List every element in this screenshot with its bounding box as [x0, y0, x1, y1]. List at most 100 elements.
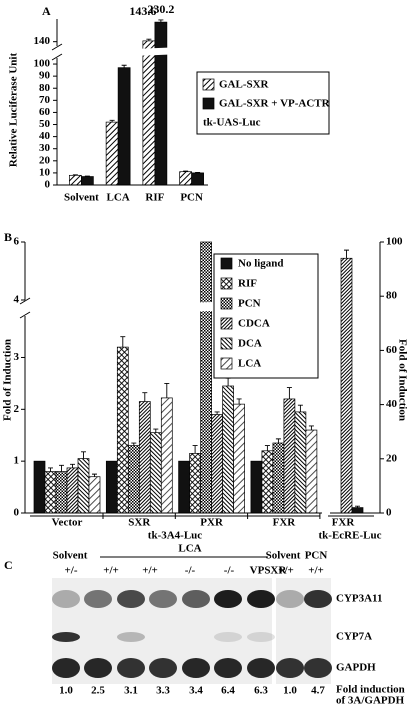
bar	[149, 432, 162, 514]
reporter-label: tk-EcRE-Luc	[319, 530, 382, 542]
error-bar	[297, 404, 303, 412]
bar	[160, 397, 173, 514]
legend-box	[213, 253, 319, 379]
bar	[178, 460, 190, 514]
bar	[154, 21, 168, 186]
error-bar	[70, 463, 75, 468]
bar	[272, 442, 285, 514]
bar	[233, 403, 245, 514]
blot-band	[182, 658, 210, 678]
fold-value: 4.7	[311, 685, 325, 697]
y-tick-label: 60	[39, 106, 51, 118]
error-bar	[81, 451, 86, 459]
legend-swatch	[220, 337, 233, 350]
y2-tick-label: 80	[386, 290, 398, 302]
panel-label: A	[42, 4, 51, 18]
y-axis-label: Relative Luciferase Unit	[8, 53, 20, 168]
bar	[189, 453, 201, 514]
blot-band	[304, 590, 332, 608]
fold-value: 6.3	[254, 685, 268, 697]
blot-band	[247, 658, 275, 678]
error-bar	[131, 442, 137, 446]
blot-band	[84, 590, 112, 608]
legend-label: No ligand	[238, 258, 284, 270]
y-tick-label: 140	[34, 35, 51, 47]
genotype-label: -/-	[224, 565, 235, 577]
axis-break	[51, 43, 63, 61]
break-gap	[26, 302, 213, 317]
bar	[179, 171, 192, 186]
y-tick-label: 4	[14, 294, 20, 306]
bar	[283, 398, 296, 514]
y2-tick-label: 40	[386, 398, 398, 410]
fold-value: 1.0	[59, 685, 73, 697]
y-tick-label: 40	[39, 130, 51, 142]
group-label: Solvent	[53, 550, 88, 562]
error-bar	[225, 377, 231, 386]
blot-band	[117, 590, 145, 608]
fold-value: 3.3	[156, 685, 170, 697]
blot-band	[247, 632, 275, 642]
bar	[55, 471, 68, 514]
y-tick-label: 30	[39, 142, 51, 154]
error-bar	[121, 64, 127, 68]
bar	[222, 385, 234, 514]
blot-band	[182, 590, 210, 608]
y2-axis-label: Fold of Induction	[396, 339, 408, 421]
error-bar	[109, 119, 115, 123]
y-tick-label: 80	[39, 82, 51, 94]
reporter-label: tk-UAS-Luc	[203, 117, 261, 129]
blot-band	[247, 590, 275, 608]
band-label: CYP3A11	[336, 593, 382, 605]
y-tick-label: 0	[14, 507, 20, 519]
blot-band	[276, 658, 304, 678]
y-tick-label: 70	[39, 94, 51, 106]
blot-band	[84, 658, 112, 678]
fold-label: Fold induction	[336, 684, 405, 696]
x-tick-label: PXR	[200, 517, 224, 529]
genotype-label: +/+	[308, 565, 324, 577]
blot-band	[117, 632, 145, 642]
legend-swatch	[220, 317, 233, 330]
legend-label: DCA	[238, 338, 262, 350]
group-label: Solvent	[266, 550, 301, 562]
x-tick-label: FXR	[273, 517, 297, 529]
genotype-label: +/-	[65, 565, 78, 577]
legend-swatch	[220, 257, 233, 270]
bar	[44, 471, 57, 514]
error-bar	[92, 473, 97, 477]
fold-value: 1.0	[283, 685, 297, 697]
blot-band	[52, 590, 80, 608]
bar	[105, 460, 118, 514]
legend-swatch	[202, 78, 215, 91]
error-bar	[236, 398, 242, 405]
panel-label: B	[4, 230, 12, 244]
blot-band	[149, 658, 177, 678]
genotype-label: +/+	[103, 565, 119, 577]
bar	[127, 445, 140, 514]
error-bar	[286, 387, 292, 399]
band-label: CYP7A	[336, 631, 372, 643]
error-bar	[308, 425, 314, 431]
error-bar	[344, 249, 349, 259]
blot-band	[52, 632, 80, 642]
y2-tick-label: 100	[386, 236, 403, 248]
legend-label: CDCA	[238, 318, 270, 330]
panel-label: C	[4, 558, 13, 572]
blot-band	[214, 632, 242, 642]
y2-tick-label: 60	[386, 344, 398, 356]
error-bar	[275, 438, 281, 444]
bar	[117, 67, 131, 186]
y-tick-label: 10	[39, 166, 51, 178]
error-bar	[192, 445, 198, 454]
group-label: tk-3A4-Luc	[148, 530, 203, 542]
bar	[191, 172, 204, 186]
bar	[261, 450, 274, 514]
legend-label: GAL-SXR + VP-ACTR	[219, 98, 331, 110]
blot-band	[214, 658, 242, 678]
fold-value: 2.5	[91, 685, 105, 697]
error-bar	[59, 464, 64, 472]
legend-swatch	[220, 357, 233, 370]
bar	[294, 411, 307, 514]
fold-value: 6.4	[221, 685, 235, 697]
